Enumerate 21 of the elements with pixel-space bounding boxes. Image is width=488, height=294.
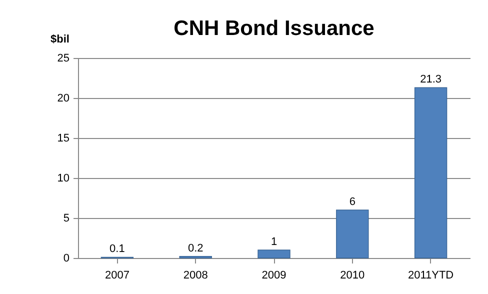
bar [336, 210, 369, 258]
bar [258, 250, 290, 258]
chart-title: CNH Bond Issuance [174, 17, 374, 40]
bar [414, 87, 448, 258]
y-tick-label: 15 [57, 132, 70, 144]
data-label: 0.1 [110, 243, 125, 256]
data-label: 1 [270, 236, 278, 248]
x-tick-label: 2009 [262, 270, 286, 282]
y-tick-label: 5 [63, 212, 70, 224]
y-axis-title: $bil [50, 34, 70, 46]
data-label: 21.3 [420, 74, 442, 86]
y-tick-label: 20 [57, 92, 70, 104]
x-tick-label: 2007 [104, 270, 130, 282]
y-tick-label: 10 [57, 172, 70, 184]
x-tick-label: 2010 [340, 270, 365, 282]
y-tick-label: 25 [57, 52, 70, 64]
x-tick-label: 2011YTD [408, 270, 454, 282]
data-label: 0.2 [188, 242, 204, 254]
data-label: 6 [349, 196, 356, 208]
y-tick-label: 0 [63, 252, 70, 264]
x-tick-label: 2008 [183, 270, 208, 282]
